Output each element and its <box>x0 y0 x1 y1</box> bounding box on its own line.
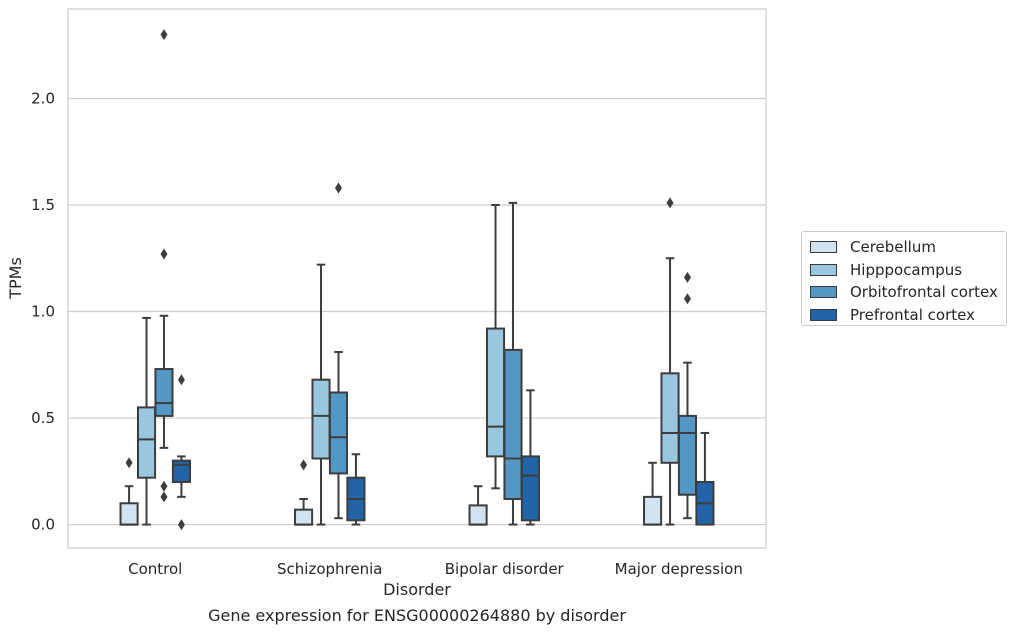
x-tick-label: Major depression <box>615 560 743 578</box>
box <box>468 504 488 526</box>
box-plot-group <box>695 431 715 526</box>
legend-item: Hipppocampus <box>810 259 1006 282</box>
outlier-point <box>177 519 185 531</box>
outlier-point <box>683 293 691 305</box>
x-axis-title: Disorder <box>383 580 451 599</box>
box-plot-group <box>294 459 314 526</box>
outlier-point <box>125 457 133 469</box>
legend-item: Prefrontal cortex <box>810 304 1006 327</box>
outlier-point <box>334 182 342 194</box>
outlier-point <box>300 459 308 471</box>
box <box>503 348 523 500</box>
y-tick-label: 0.5 <box>31 409 55 427</box>
legend-item: Orbitofrontal cortex <box>810 281 1006 304</box>
outlier-point <box>177 374 185 386</box>
box-plot-group <box>119 457 139 526</box>
box-plot-group <box>328 182 349 520</box>
box <box>171 459 191 483</box>
y-axis-title: TPMs <box>6 257 25 300</box>
box-plot-group <box>677 271 698 520</box>
box <box>485 327 506 458</box>
box-plot-group <box>136 316 157 526</box>
box <box>119 502 139 526</box>
box-plot-group <box>503 201 523 526</box>
box-plot-group <box>171 374 191 531</box>
tick-labels: 0.0 0.5 1.0 1.5 2.0 Control Schizophrenia Bipol… <box>31 89 743 578</box>
box <box>294 508 314 526</box>
box-plot-group <box>346 453 366 526</box>
legend: Cerebellum Hipppocampus Orbitofrontal cort… <box>801 231 1007 326</box>
outlier-point <box>160 248 168 260</box>
legend-swatch <box>810 263 837 276</box>
box <box>311 378 331 460</box>
box <box>328 391 349 475</box>
box <box>136 406 157 479</box>
y-tick-label: 2.0 <box>31 89 55 107</box>
box-plot-group <box>468 485 488 526</box>
outlier-point <box>160 29 168 41</box>
box <box>154 368 174 417</box>
y-tick-label: 1.0 <box>31 303 55 321</box>
box-plot-group <box>660 197 680 526</box>
legend-label: Orbitofrontal cortex <box>850 283 998 302</box>
outlier-point <box>683 271 691 283</box>
box <box>520 455 540 522</box>
legend-label: Prefrontal cortex <box>850 305 975 324</box>
y-tick-label: 0.0 <box>31 516 55 534</box>
x-tick-label: Control <box>128 560 182 578</box>
box-plot-group <box>643 461 663 526</box>
figure-caption: Gene expression for ENSG00000264880 by d… <box>208 606 626 625</box>
box-plot-group <box>485 204 506 490</box>
plot-area-frame <box>67 8 767 549</box>
y-tick-label: 1.5 <box>31 196 55 214</box>
legend-swatch <box>810 308 837 321</box>
box-plot-group <box>311 263 331 526</box>
outlier-point <box>666 197 674 209</box>
legend-label: Hipppocampus <box>850 260 963 279</box>
boxes-layer <box>119 29 715 531</box>
x-tick-label: Bipolar disorder <box>445 560 565 578</box>
outlier-point <box>160 480 168 492</box>
legend-item: Cerebellum <box>810 236 1006 259</box>
box-plot-group <box>520 389 540 526</box>
box-plot-group <box>154 29 174 503</box>
legend-swatch <box>810 286 837 299</box>
legend-swatch <box>810 241 837 254</box>
box <box>643 495 663 526</box>
legend-label: Cerebellum <box>850 238 936 257</box>
box <box>677 414 698 496</box>
outlier-point <box>160 491 168 503</box>
x-tick-label: Schizophrenia <box>277 560 382 578</box>
box <box>660 372 680 464</box>
